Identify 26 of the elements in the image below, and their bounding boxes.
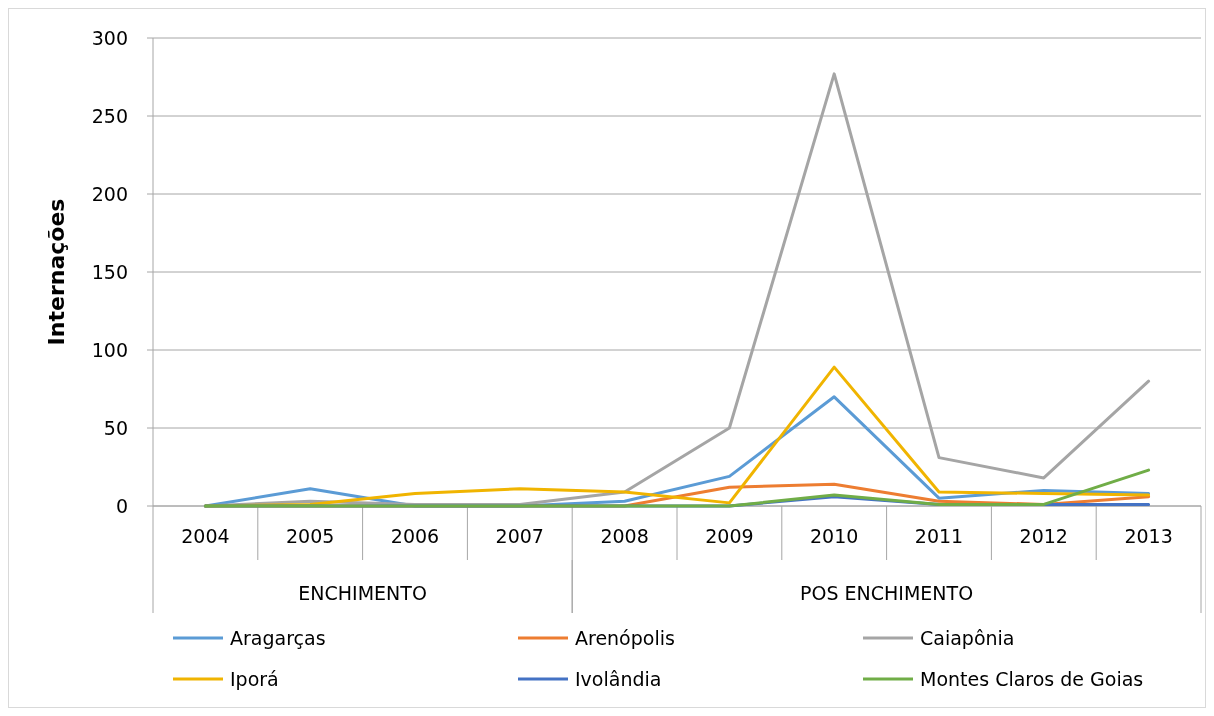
y-tick-label: 50 <box>103 416 128 439</box>
x-tick-label: 2007 <box>495 525 544 547</box>
y-tick-label: 300 <box>91 26 128 49</box>
x-tick-label: 2013 <box>1124 525 1173 547</box>
x-tick-label: 2008 <box>600 525 649 547</box>
legend-label: Ivolândia <box>575 667 662 690</box>
y-tick-label: 200 <box>91 182 128 205</box>
x-tick-label: 2004 <box>181 525 230 547</box>
y-tick-label: 0 <box>115 494 128 517</box>
y-tick-label: 100 <box>91 338 128 361</box>
x-tick-label: 2009 <box>705 525 754 547</box>
legend-label: Aragarças <box>230 626 326 649</box>
legend-label: Iporá <box>230 667 279 690</box>
legend-label: Caiapônia <box>920 626 1015 649</box>
y-tick-label: 150 <box>91 260 128 283</box>
y-axis-title: Internações <box>44 198 69 346</box>
x-tick-label: 2011 <box>914 525 964 547</box>
legend-label: Montes Claros de Goias <box>920 667 1144 690</box>
x-tick-label: 2010 <box>810 525 859 547</box>
text: POS ENCHIMENTO <box>800 582 974 604</box>
text: ENCHIMENTO <box>298 582 427 604</box>
y-tick-label: 250 <box>91 104 128 127</box>
x-tick-label: 2005 <box>286 525 335 547</box>
x-tick-label: 2006 <box>390 525 440 547</box>
legend-label: Arenópolis <box>575 626 675 649</box>
x-tick-label: 2012 <box>1019 525 1068 547</box>
